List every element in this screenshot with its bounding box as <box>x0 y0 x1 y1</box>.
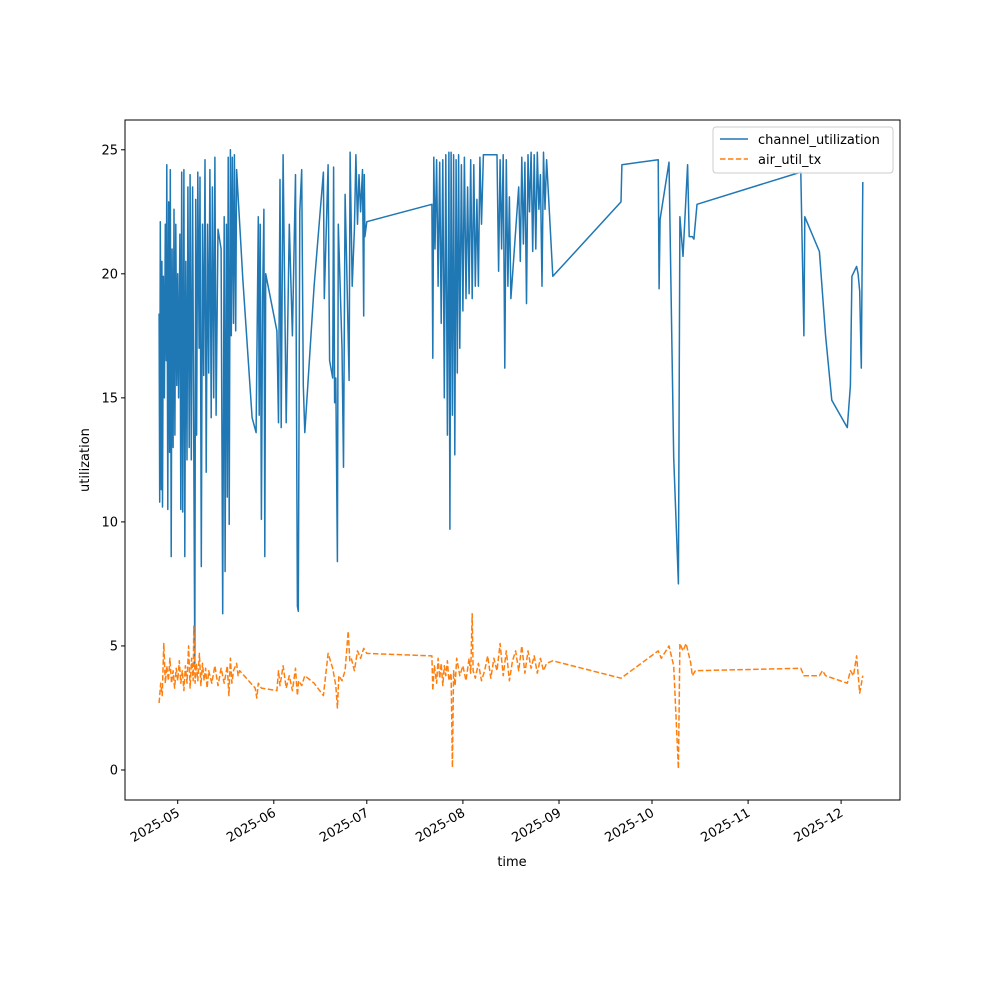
x-tick-label: 2025-06 <box>224 806 279 846</box>
y-tick-label: 5 <box>110 639 118 654</box>
y-axis: 0 5 10 15 20 25 <box>101 143 125 778</box>
series-line-channel-utilization <box>158 149 864 665</box>
y-tick-label: 10 <box>101 515 118 530</box>
x-tick-label: 2025-07 <box>317 806 372 846</box>
y-tick-label: 25 <box>101 143 118 158</box>
series-layer <box>158 149 864 770</box>
y-tick-label: 15 <box>101 391 118 406</box>
x-tick-label: 2025-09 <box>509 806 564 846</box>
y-tick-label: 0 <box>110 763 118 778</box>
legend-label-air-util-tx: air_util_tx <box>758 153 822 168</box>
series-line-air-util-tx <box>158 612 864 770</box>
x-axis-label: time <box>497 855 526 870</box>
legend: channel_utilization air_util_tx <box>712 126 894 174</box>
y-axis-label: utilization <box>78 428 93 492</box>
x-axis: 2025-05 2025-06 2025-07 2025-08 2025-09 2025-… <box>128 800 846 846</box>
legend-box <box>712 126 894 174</box>
x-tick-label: 2025-12 <box>792 806 847 846</box>
legend-label-channel-utilization: channel_utilization <box>758 133 880 148</box>
y-tick-label: 20 <box>101 267 118 282</box>
x-tick-label: 2025-11 <box>699 806 754 846</box>
x-tick-label: 2025-10 <box>602 806 657 846</box>
x-tick-label: 2025-05 <box>128 806 183 846</box>
plot-area-frame <box>124 119 901 801</box>
x-tick-label: 2025-08 <box>413 806 468 846</box>
